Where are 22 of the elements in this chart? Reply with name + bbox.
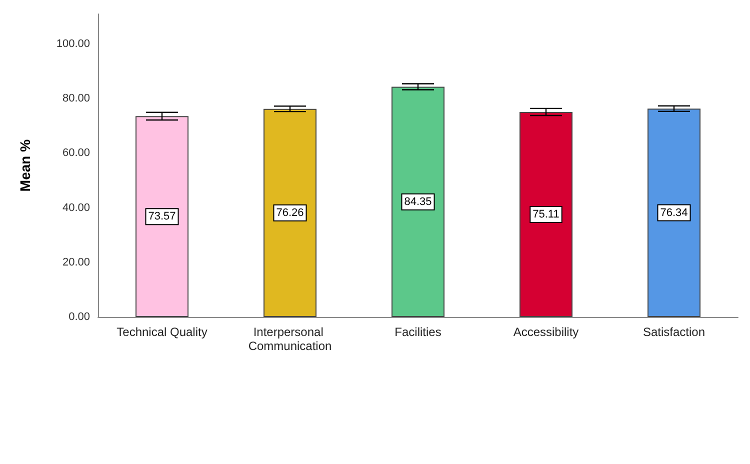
bar bbox=[520, 112, 572, 317]
data-label: 75.11 bbox=[532, 208, 560, 220]
y-tick-label: 20.00 bbox=[62, 256, 90, 268]
bar bbox=[392, 86, 444, 317]
y-tick-label: 40.00 bbox=[62, 202, 90, 214]
data-label: 76.34 bbox=[660, 206, 688, 219]
x-tick-label: Accessibility bbox=[513, 325, 579, 339]
y-tick-label: 60.00 bbox=[62, 147, 90, 160]
data-label: 73.57 bbox=[148, 210, 176, 223]
x-tick-label: Interpersonal Communication bbox=[248, 325, 332, 353]
y-tick-label: 0.00 bbox=[68, 311, 90, 323]
bar bbox=[136, 116, 188, 317]
x-tick-label: Satisfaction bbox=[642, 325, 706, 339]
bar bbox=[648, 108, 700, 317]
y-tick-label: 80.00 bbox=[62, 92, 90, 105]
data-label: 76.26 bbox=[276, 206, 304, 219]
bar bbox=[264, 108, 316, 317]
data-label: 84.35 bbox=[404, 196, 432, 208]
y-axis-title: Mean % bbox=[17, 138, 33, 192]
x-tick-label: Facilities bbox=[394, 325, 442, 339]
y-tick-label: 100.00 bbox=[56, 38, 90, 50]
x-tick-label: Technical Quality bbox=[116, 325, 208, 339]
